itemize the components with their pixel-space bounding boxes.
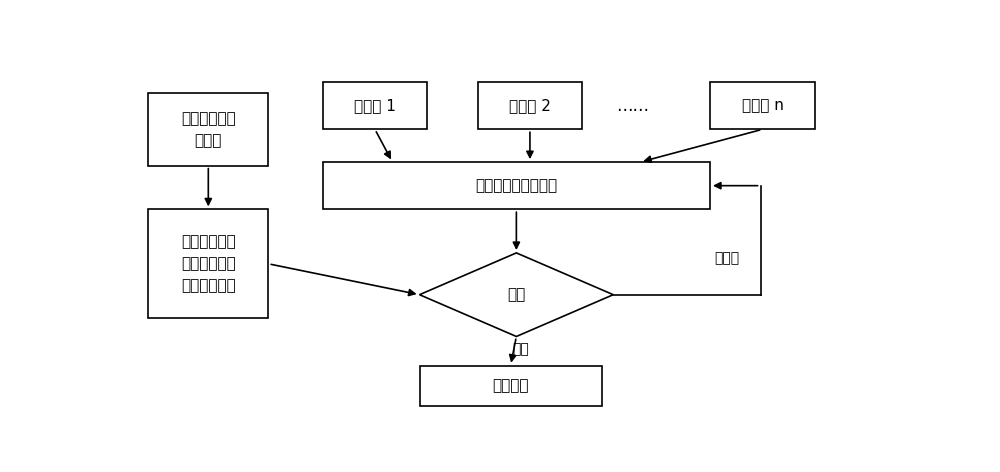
Text: 匹配: 匹配: [507, 287, 526, 302]
Text: 预警报警: 预警报警: [492, 378, 529, 393]
Text: 不成功: 不成功: [714, 252, 739, 265]
Text: 历史监控数据
预处理: 历史监控数据 预处理: [181, 111, 236, 148]
Bar: [323, 162, 710, 209]
Text: 传感器 n: 传感器 n: [742, 98, 783, 113]
Bar: [323, 82, 427, 129]
Bar: [148, 93, 268, 166]
Text: ……: ……: [616, 97, 649, 115]
Text: 成功: 成功: [512, 342, 529, 356]
Bar: [478, 82, 582, 129]
Text: 传感器 1: 传感器 1: [354, 98, 396, 113]
Polygon shape: [420, 253, 613, 337]
Text: 组成监控实时数据组: 组成监控实时数据组: [475, 178, 557, 193]
Bar: [148, 209, 268, 318]
Bar: [710, 82, 815, 129]
Text: 利用故障频繁
模式挖掘模型
建立故障模式: 利用故障频繁 模式挖掘模型 建立故障模式: [181, 234, 236, 294]
Bar: [420, 365, 602, 405]
Text: 传感器 2: 传感器 2: [509, 98, 551, 113]
